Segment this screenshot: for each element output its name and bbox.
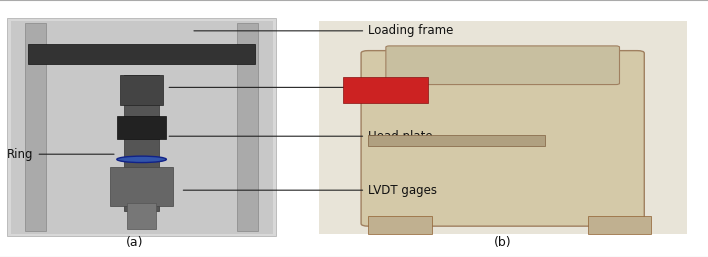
Text: (a): (a) — [126, 236, 143, 249]
FancyBboxPatch shape — [386, 46, 620, 85]
Bar — [319, 21, 687, 234]
Text: Ring: Ring — [7, 148, 114, 161]
Text: Load cell: Load cell — [169, 81, 421, 94]
Bar — [28, 44, 255, 64]
Bar — [237, 23, 258, 231]
Bar — [124, 75, 159, 211]
Bar — [343, 77, 428, 103]
Bar — [368, 216, 432, 234]
Text: LVDT gages: LVDT gages — [183, 184, 437, 197]
FancyBboxPatch shape — [7, 18, 276, 236]
Bar — [120, 75, 163, 105]
Bar — [368, 135, 545, 146]
Bar — [25, 23, 46, 231]
Bar — [312, 18, 694, 236]
Ellipse shape — [117, 156, 166, 163]
Bar — [11, 21, 273, 234]
Bar — [127, 203, 156, 229]
Text: Head plate: Head plate — [169, 130, 433, 143]
Text: (b): (b) — [494, 236, 511, 249]
Bar — [110, 167, 173, 206]
Bar — [588, 216, 651, 234]
FancyBboxPatch shape — [361, 51, 644, 226]
Text: Loading frame: Loading frame — [194, 24, 454, 37]
Bar — [117, 116, 166, 139]
